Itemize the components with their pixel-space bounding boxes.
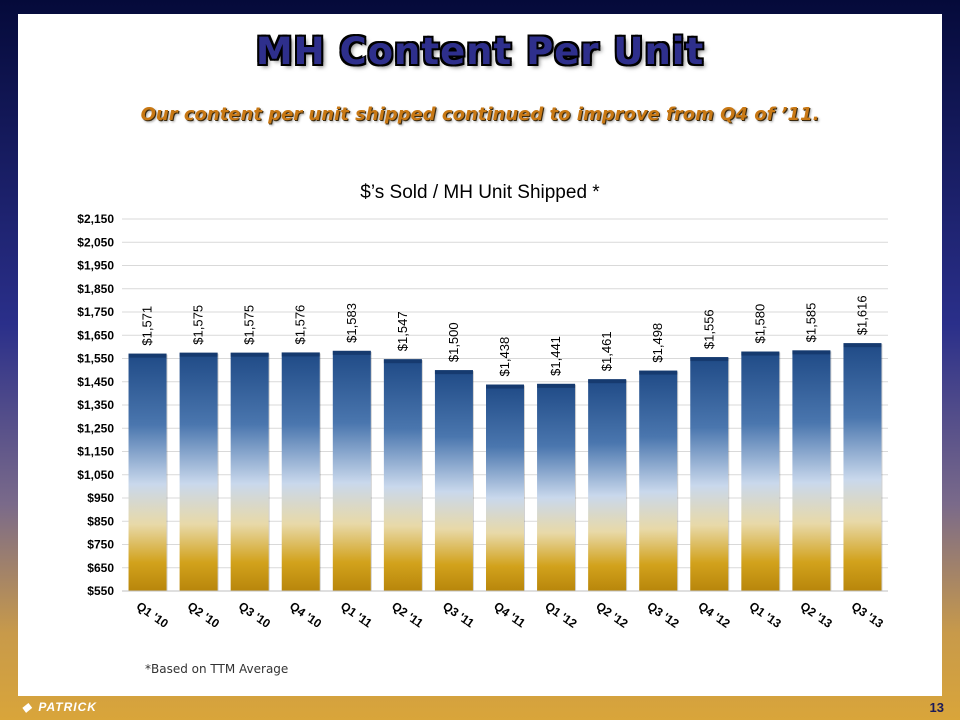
slide-title: MH Content Per Unit <box>255 30 705 73</box>
y-tick-label: $1,050 <box>77 468 114 482</box>
y-tick-label: $950 <box>87 491 114 505</box>
bar <box>128 353 167 591</box>
y-tick-label: $1,950 <box>77 259 114 273</box>
bar <box>537 383 576 591</box>
company-logo: ◆ PATRICK <box>20 700 97 718</box>
bar <box>588 379 627 591</box>
y-tick-label: $1,850 <box>77 282 114 296</box>
data-label: $1,585 <box>803 303 818 343</box>
x-tick-label: Q1 '13 <box>747 599 784 631</box>
bar-cap <box>179 352 218 357</box>
x-tick-label: Q3 '12 <box>644 599 681 631</box>
bar-cap <box>690 357 729 362</box>
y-tick-label: $650 <box>87 561 114 575</box>
bar <box>281 352 320 591</box>
y-tick-label: $1,450 <box>77 375 114 389</box>
chart-title: $’s Sold / MH Unit Shipped * <box>360 182 600 203</box>
logo-text: PATRICK <box>38 700 97 714</box>
data-label: $1,575 <box>242 305 257 345</box>
x-tick-label: Q4 '11 <box>491 599 528 631</box>
bar <box>639 370 678 591</box>
bar-cap <box>281 352 320 357</box>
bar-cap <box>741 351 780 356</box>
bar <box>792 350 831 591</box>
bar <box>843 343 882 591</box>
y-tick-label: $2,050 <box>77 235 114 249</box>
bar <box>486 384 524 591</box>
data-label: $1,616 <box>854 295 869 335</box>
bar-cap <box>383 359 422 364</box>
x-tick-label: Q2 '11 <box>389 599 426 631</box>
y-tick-label: $550 <box>87 584 114 598</box>
x-tick-label: Q3 '11 <box>440 599 477 631</box>
data-label: $1,575 <box>191 305 206 345</box>
data-label: $1,571 <box>140 306 155 346</box>
logo-mark-icon: ◆ <box>21 700 33 714</box>
data-label: $1,461 <box>599 331 614 371</box>
bar <box>690 357 729 591</box>
data-label: $1,547 <box>395 311 410 351</box>
slide-subtitle: Our content per unit shipped continued t… <box>140 104 820 125</box>
bar <box>230 352 269 591</box>
x-tick-label: Q2 '13 <box>798 599 835 631</box>
y-tick-label: $2,150 <box>77 212 114 226</box>
bar-cap <box>792 350 831 355</box>
x-tick-label: Q3 '10 <box>236 599 273 631</box>
bar-cap <box>332 350 371 355</box>
slide-panel <box>18 14 942 696</box>
x-tick-label: Q1 '12 <box>542 599 579 631</box>
bar <box>434 370 473 591</box>
x-tick-label: Q2 '12 <box>593 599 630 631</box>
bar <box>179 352 218 591</box>
x-tick-label: Q3 '13 <box>849 599 886 631</box>
bar-cap <box>128 353 167 358</box>
x-tick-label: Q4 '10 <box>287 599 324 631</box>
data-label: $1,576 <box>293 305 308 345</box>
y-tick-label: $850 <box>87 514 114 528</box>
page-number: 13 <box>929 700 944 715</box>
data-label: $1,556 <box>701 309 716 349</box>
data-label: $1,498 <box>650 323 665 363</box>
x-tick-label: Q2 '10 <box>185 599 222 631</box>
x-tick-label: Q4 '12 <box>696 599 733 631</box>
bar <box>741 351 780 591</box>
data-label: $1,580 <box>752 304 767 344</box>
bar-cap <box>537 383 576 388</box>
y-tick-label: $750 <box>87 538 114 552</box>
data-label: $1,441 <box>548 336 563 376</box>
bar-cap <box>843 343 882 348</box>
data-label: $1,438 <box>497 337 512 377</box>
bar-cap <box>434 370 473 375</box>
y-tick-label: $1,350 <box>77 398 114 412</box>
bar <box>332 350 371 591</box>
bar <box>383 359 422 591</box>
bar-cap <box>639 370 678 375</box>
y-tick-label: $1,750 <box>77 305 114 319</box>
bar-cap <box>588 379 627 384</box>
y-tick-label: $1,550 <box>77 352 114 366</box>
x-tick-label: Q1 '11 <box>338 599 375 631</box>
y-tick-label: $1,250 <box>77 421 114 435</box>
bar-cap <box>486 384 524 389</box>
y-tick-label: $1,650 <box>77 328 114 342</box>
y-tick-label: $1,150 <box>77 445 114 459</box>
x-tick-label: Q1 '10 <box>134 599 171 631</box>
footnote: *Based on TTM Average <box>145 662 289 676</box>
data-label: $1,583 <box>344 303 359 343</box>
data-label: $1,500 <box>446 322 461 362</box>
bar-cap <box>230 352 269 357</box>
